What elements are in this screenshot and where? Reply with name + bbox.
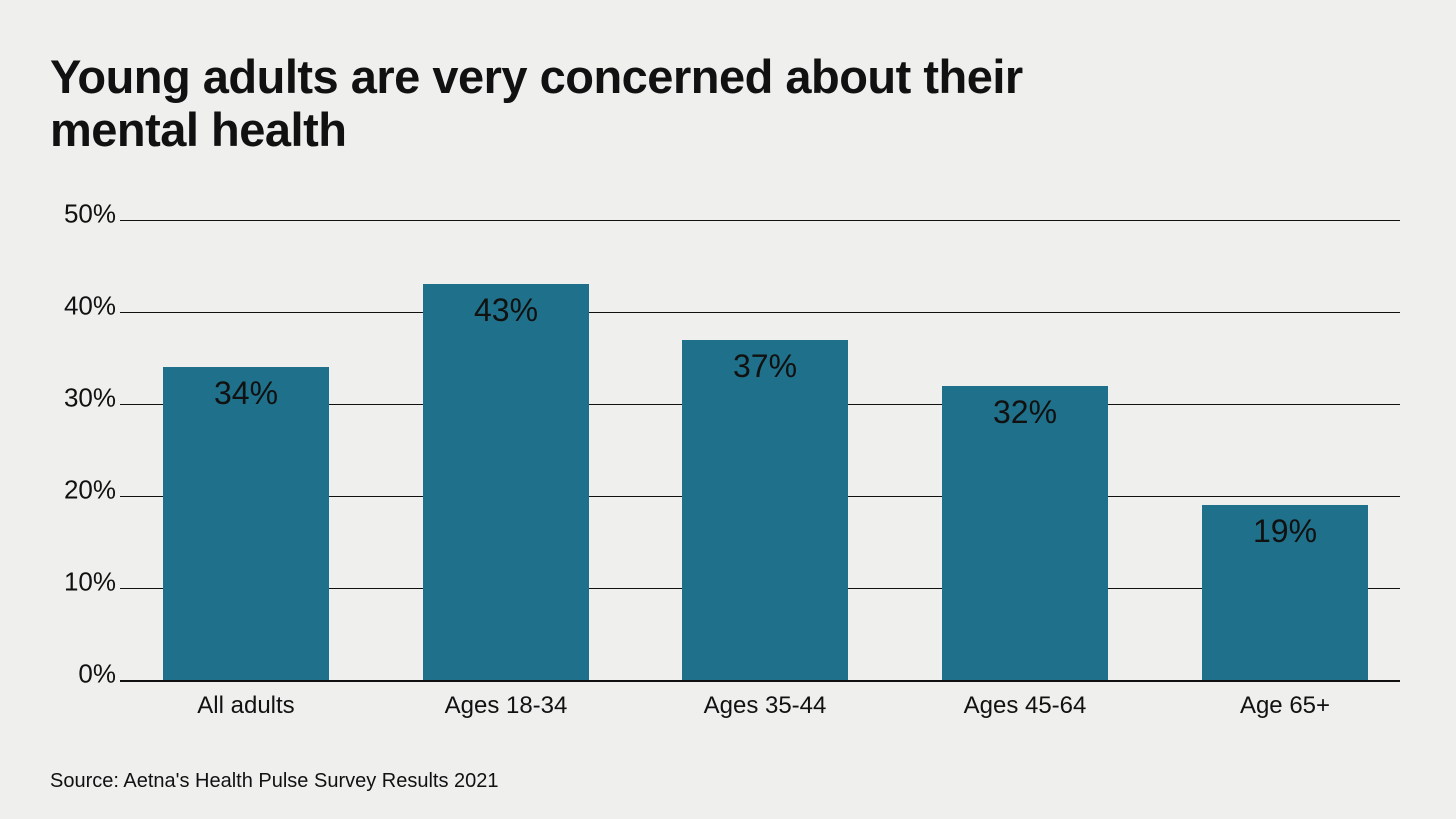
x-axis-tick-label: Ages 18-34 bbox=[386, 692, 626, 720]
chart-title: Young adults are very concerned about th… bbox=[50, 51, 1130, 156]
y-axis-tick-label: 10% bbox=[64, 566, 120, 597]
y-axis-tick-label: 20% bbox=[64, 474, 120, 505]
bar-value-label: 34% bbox=[163, 375, 329, 412]
bar: 32% bbox=[942, 386, 1108, 680]
x-axis-tick-label: Ages 45-64 bbox=[905, 692, 1145, 720]
bar-value-label: 19% bbox=[1202, 513, 1368, 550]
y-axis-tick-label: 30% bbox=[64, 382, 120, 413]
x-axis-tick-label: Ages 35-44 bbox=[645, 692, 885, 720]
bar-value-label: 37% bbox=[682, 348, 848, 385]
source-citation: Source: Aetna's Health Pulse Survey Resu… bbox=[50, 770, 499, 793]
y-axis-tick-label: 50% bbox=[64, 198, 120, 229]
bar: 37% bbox=[682, 340, 848, 680]
gridline bbox=[120, 680, 1400, 682]
bar: 19% bbox=[1202, 505, 1368, 680]
y-axis-tick-label: 40% bbox=[64, 290, 120, 321]
chart-page: Young adults are very concerned about th… bbox=[0, 0, 1456, 819]
bar-value-label: 43% bbox=[423, 292, 589, 329]
x-axis-tick-label: Age 65+ bbox=[1165, 692, 1405, 720]
chart-plot-area: 0%10%20%30%40%50%34%All adults43%Ages 18… bbox=[120, 220, 1400, 680]
x-axis-tick-label: All adults bbox=[126, 692, 366, 720]
bar: 43% bbox=[423, 284, 589, 680]
y-axis-tick-label: 0% bbox=[78, 658, 120, 689]
gridline bbox=[120, 220, 1400, 221]
bar: 34% bbox=[163, 367, 329, 680]
gridline bbox=[120, 312, 1400, 313]
bar-value-label: 32% bbox=[942, 394, 1108, 431]
